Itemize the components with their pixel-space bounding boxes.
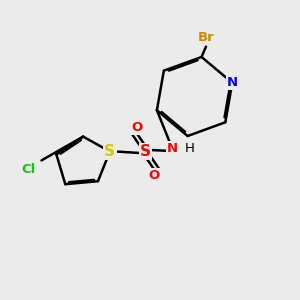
Text: Cl: Cl: [21, 163, 35, 176]
Text: O: O: [131, 121, 142, 134]
Text: N: N: [227, 76, 238, 89]
Text: H: H: [185, 142, 195, 155]
Text: Br: Br: [198, 31, 214, 44]
Text: S: S: [140, 144, 151, 159]
Text: S: S: [104, 144, 116, 159]
Text: N: N: [167, 142, 178, 155]
Text: O: O: [149, 169, 160, 182]
